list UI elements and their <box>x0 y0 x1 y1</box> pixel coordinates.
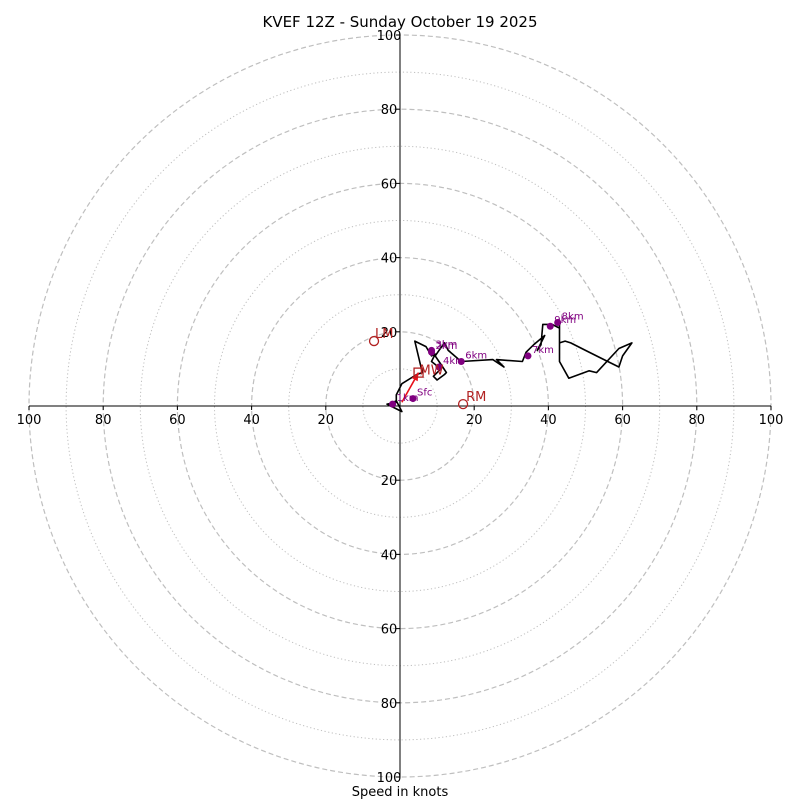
x-tick-label: 100 <box>17 413 42 428</box>
tick-labels: 20 20 20 20 40 40 40 40 60 60 60 60 80 80 80 80 100 100 10… <box>17 29 784 786</box>
x-tick-label: 20 <box>318 413 335 428</box>
x-tick-label: 60 <box>614 413 631 428</box>
storm-motion-markers: LM RM MW <box>368 327 486 410</box>
x-tick-label: 100 <box>759 413 784 428</box>
height-label-9km: 9km <box>554 315 576 326</box>
y-tick-label: 40 <box>381 548 398 563</box>
left-mover-marker <box>368 335 380 347</box>
x-tick-label: 40 <box>243 413 260 428</box>
mean-wind-marker <box>413 367 424 378</box>
right-mover-marker <box>457 398 469 410</box>
height-marker-9km <box>546 322 554 330</box>
height-marker-3km <box>428 346 436 354</box>
y-tick-label: 60 <box>381 623 398 638</box>
chart-title: KVEF 12Z - Sunday October 19 2025 <box>262 13 537 31</box>
x-tick-label: 80 <box>689 413 706 428</box>
y-tick-label: 60 <box>381 177 398 192</box>
y-tick-label: 100 <box>377 29 402 44</box>
height-label-1km: 1km <box>397 393 419 404</box>
height-marker-1km <box>389 400 397 408</box>
height-label-7km: 7km <box>532 345 554 356</box>
y-tick-label: 20 <box>381 474 398 489</box>
height-label-8km: 8km <box>562 312 584 323</box>
x-tick-label: 40 <box>540 413 557 428</box>
left-mover-label: LM <box>375 327 393 342</box>
height-label-3km: 3km <box>436 339 458 350</box>
height-label-6km: 6km <box>465 350 487 361</box>
height-marker-7km <box>524 352 532 360</box>
y-tick-label: 100 <box>377 771 402 786</box>
height-marker-6km <box>457 357 465 365</box>
x-tick-label: 80 <box>95 413 112 428</box>
height-marker-Sfc <box>409 395 417 403</box>
y-tick-label: 20 <box>381 326 398 341</box>
hodograph-trace <box>386 320 633 413</box>
height-label-Sfc: Sfc <box>417 388 432 399</box>
x-axis-label: Speed in knots <box>352 785 449 800</box>
height-marker-4km <box>435 363 443 371</box>
y-tick-label: 40 <box>381 252 398 267</box>
height-label-2km: 2km <box>436 341 458 352</box>
x-tick-label: 60 <box>169 413 186 428</box>
y-tick-label: 80 <box>381 103 398 118</box>
y-tick-label: 80 <box>381 697 398 712</box>
x-tick-label: 20 <box>466 413 483 428</box>
mean-wind-label: MW <box>420 364 444 379</box>
height-label-4km: 4km <box>443 356 465 367</box>
height-marker-8km <box>554 319 562 327</box>
axes <box>28 34 772 778</box>
hodograph-line <box>386 320 633 413</box>
right-mover-label: RM <box>466 390 486 405</box>
